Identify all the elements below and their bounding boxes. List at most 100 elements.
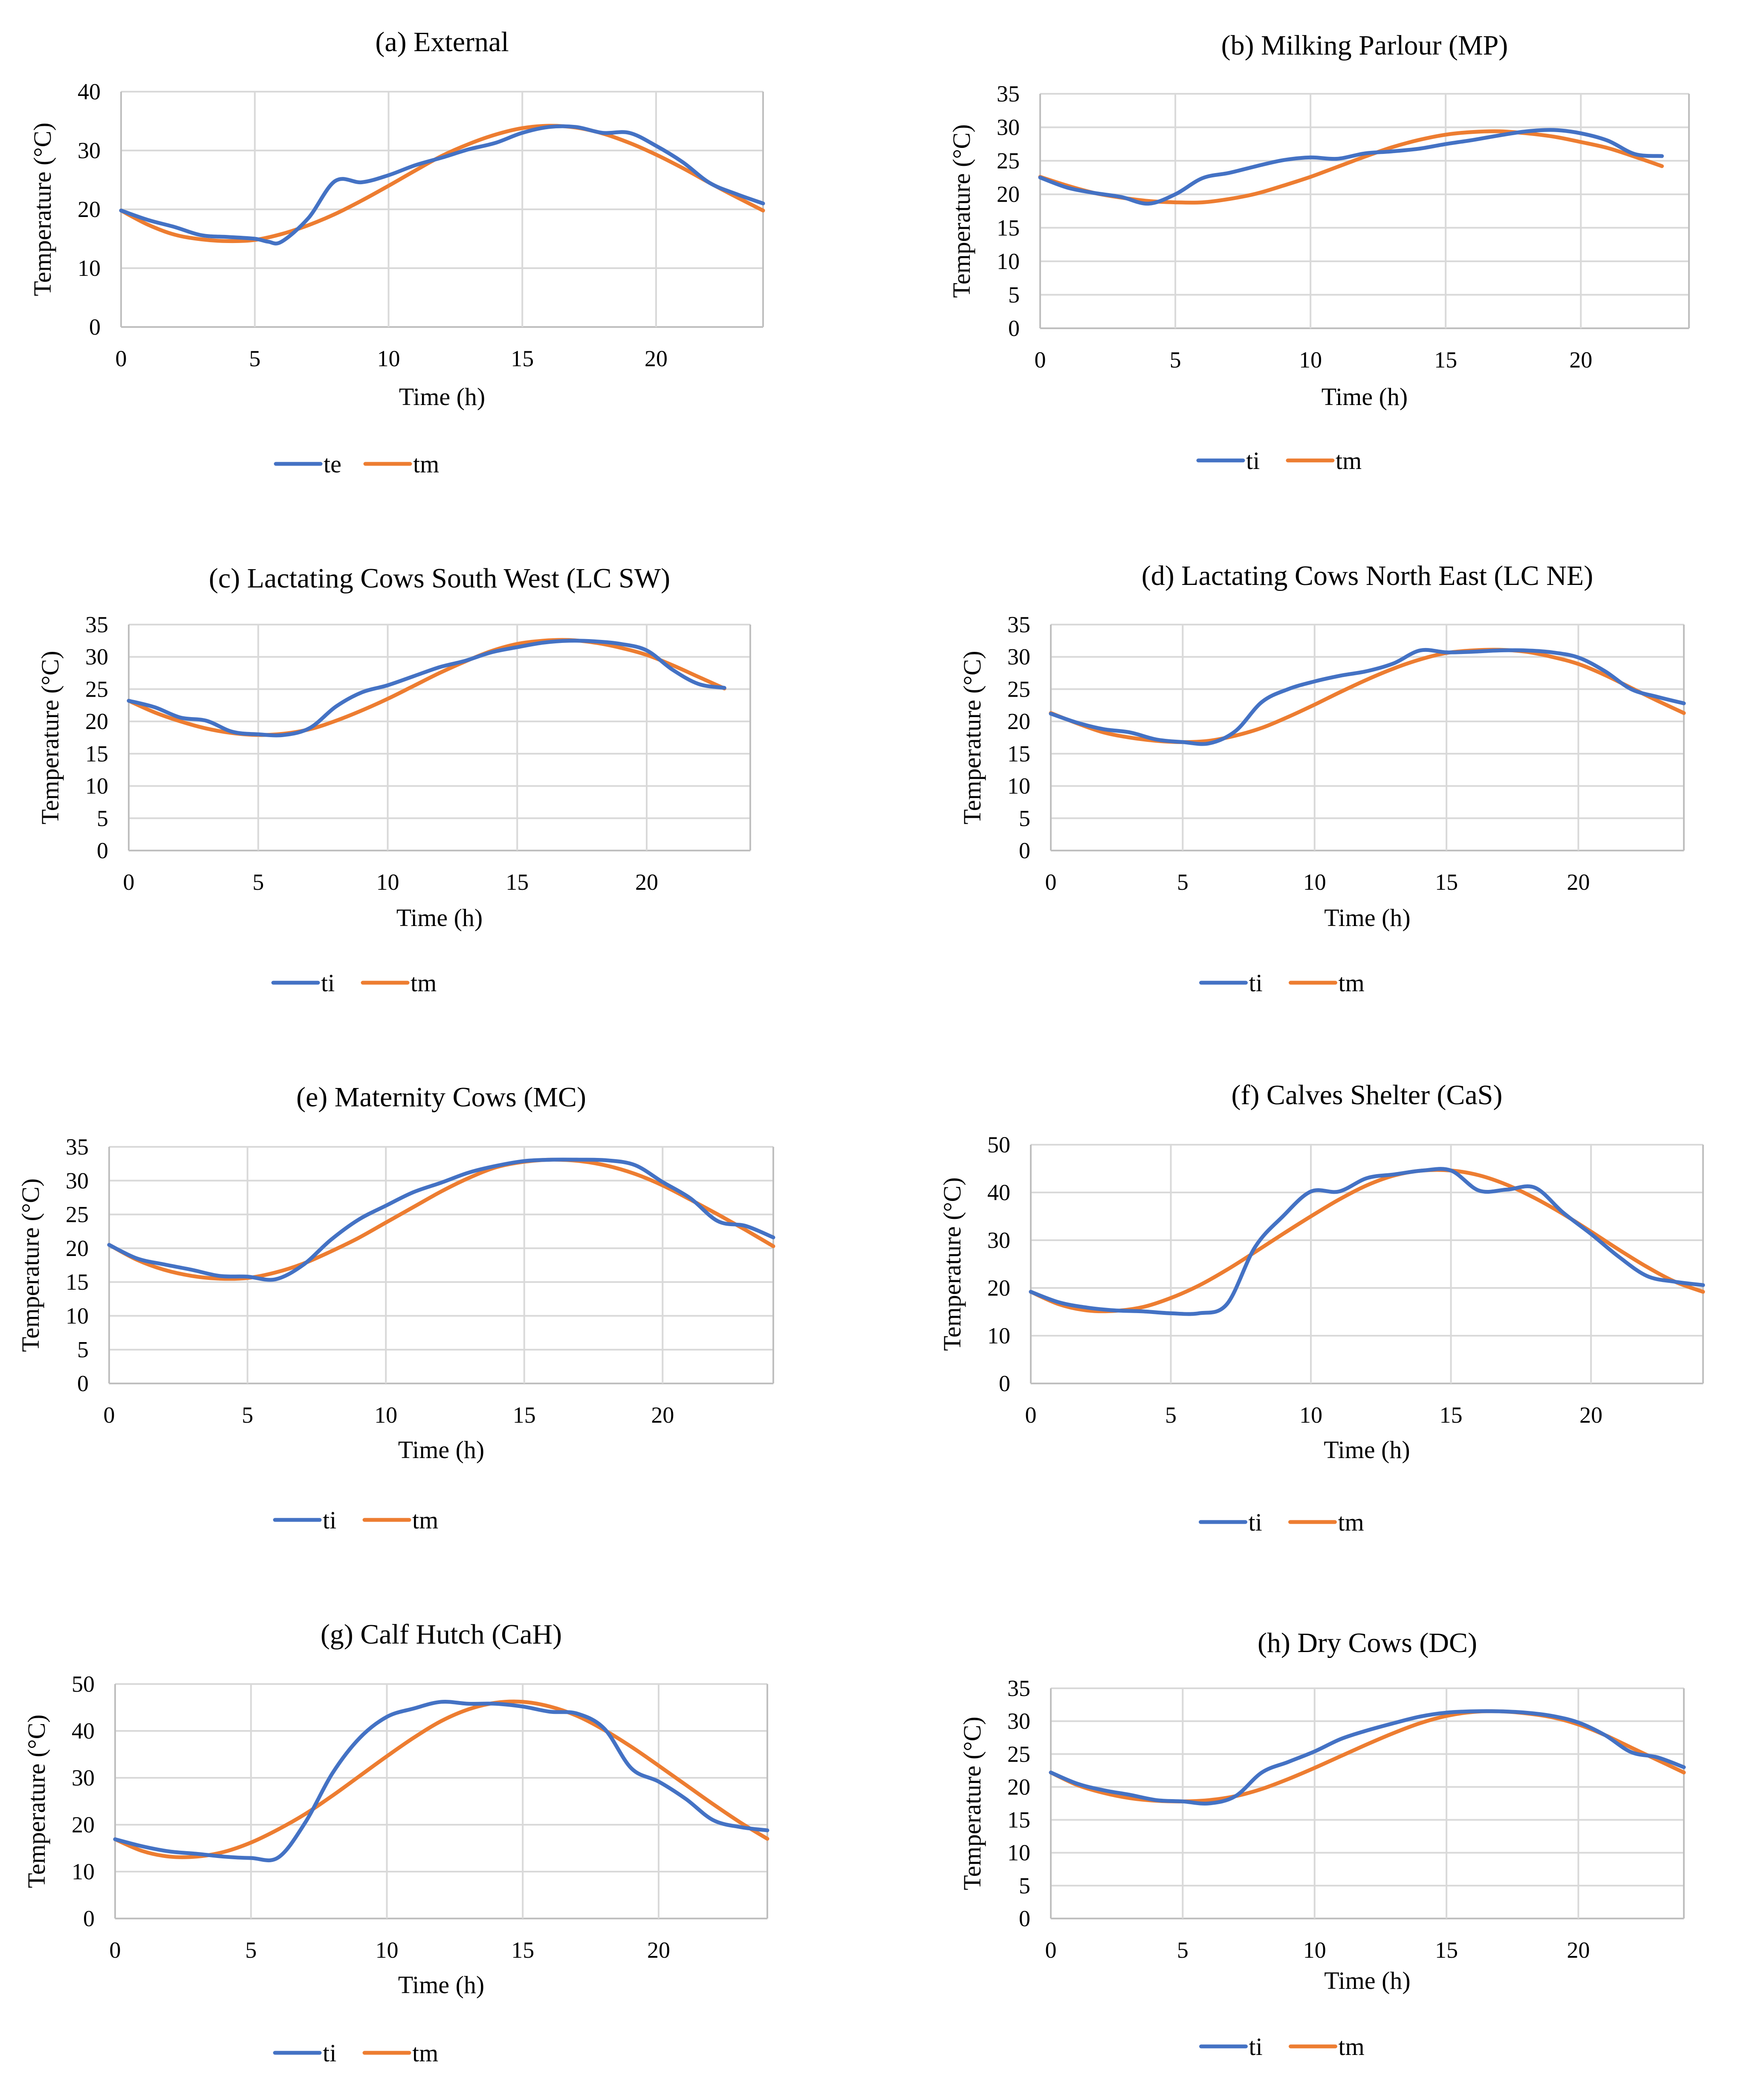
y-tick-label: 20 [85, 709, 108, 734]
legend-label-tm: tm [1339, 969, 1365, 997]
series-line-tm [107, 1158, 775, 1281]
y-tick-label: 15 [66, 1269, 89, 1295]
x-tick-label: 0 [1025, 1402, 1037, 1428]
series-line-tm [113, 1699, 769, 1859]
x-axis-label: Time (h) [398, 1436, 485, 1464]
x-axis-label: Time (h) [1324, 1436, 1410, 1464]
y-tick-label: 40 [987, 1180, 1010, 1205]
x-tick-label: 20 [651, 1402, 674, 1428]
y-tick-label: 20 [78, 197, 101, 222]
x-tick-label: 10 [376, 869, 399, 895]
y-tick-label: 30 [997, 115, 1020, 140]
legend-label-ti: ti [1246, 447, 1260, 475]
series-line-ti [1049, 648, 1686, 746]
x-tick-label: 5 [1177, 869, 1189, 895]
y-tick-label: 5 [77, 1337, 89, 1363]
x-tick-label: 20 [647, 1937, 670, 1963]
x-tick-label: 15 [513, 1402, 536, 1428]
legend-label-ti: ti [1249, 1508, 1262, 1536]
x-tick-label: 0 [116, 346, 127, 371]
x-tick-label: 10 [1303, 1937, 1326, 1963]
x-tick-label: 5 [1165, 1402, 1177, 1428]
x-tick-label: 0 [104, 1402, 115, 1428]
y-tick-label: 10 [1007, 1840, 1030, 1866]
y-tick-label: 15 [997, 215, 1020, 240]
y-axis-label: Temperature (°C) [36, 651, 64, 824]
chart-h: (h) Dry Cows (DC) 0 5 10 15 20 25 30 35 0 5 10 15 20 T… [958, 1627, 1686, 2060]
chart-title: (d) Lactating Cows North East (LC NE) [1142, 560, 1593, 591]
series-line-ti [1029, 1167, 1705, 1316]
series-line-ti [107, 1158, 775, 1282]
x-tick-label: 20 [1569, 347, 1592, 373]
y-tick-label: 20 [997, 182, 1020, 207]
series-line-ti [1049, 1709, 1686, 1806]
x-axis-label: Time (h) [398, 1971, 485, 1999]
y-tick-label: 25 [66, 1202, 89, 1227]
chart-title: (h) Dry Cows (DC) [1258, 1627, 1477, 1658]
y-tick-label: 0 [1019, 838, 1030, 863]
y-tick-label: 20 [72, 1812, 95, 1838]
chart-d: (d) Lactating Cows North East (LC NE) 0 5 1… [958, 560, 1686, 997]
y-axis-label: Temperature (°C) [29, 122, 56, 296]
x-tick-label: 0 [1045, 1937, 1057, 1963]
y-tick-label: 0 [77, 1371, 89, 1396]
legend-label-tm: tm [1336, 447, 1362, 475]
y-tick-label: 30 [1007, 644, 1030, 670]
x-tick-label: 0 [1035, 347, 1046, 373]
x-tick-label: 20 [635, 869, 658, 895]
x-tick-label: 15 [1435, 869, 1458, 895]
x-tick-label: 5 [245, 1937, 257, 1963]
y-tick-label: 10 [72, 1859, 95, 1884]
y-tick-label: 35 [1007, 1676, 1030, 1701]
x-tick-label: 20 [1567, 869, 1590, 895]
y-tick-label: 20 [66, 1236, 89, 1261]
chart-title: (c) Lactating Cows South West (LC SW) [209, 563, 670, 594]
y-axis-label: Temperature (°C) [17, 1178, 44, 1352]
y-tick-label: 30 [987, 1227, 1010, 1253]
y-tick-label: 20 [987, 1275, 1010, 1301]
y-tick-label: 0 [83, 1906, 95, 1931]
y-tick-label: 30 [78, 138, 101, 163]
chart-c: (c) Lactating Cows South West (LC SW) 0 5 1… [36, 563, 751, 997]
legend-label-tm: tm [413, 450, 439, 478]
y-tick-label: 50 [987, 1132, 1010, 1158]
y-tick-label: 35 [85, 612, 108, 637]
chart-title: (a) External [375, 26, 509, 58]
y-tick-label: 35 [1007, 612, 1030, 637]
y-tick-label: 5 [1008, 282, 1020, 307]
chart-b: (b) Milking Parlour (MP) 0 5 10 15 20 25 30 35 0 5… [948, 30, 1690, 475]
y-tick-label: 40 [72, 1718, 95, 1744]
x-tick-label: 5 [1177, 1937, 1189, 1963]
series-line-ti [1038, 128, 1664, 206]
x-tick-label: 10 [1299, 1402, 1322, 1428]
y-tick-label: 15 [1007, 741, 1030, 767]
x-tick-label: 20 [645, 346, 668, 371]
x-axis-label: Time (h) [1324, 1967, 1411, 1994]
x-tick-label: 15 [1435, 1937, 1458, 1963]
y-tick-label: 10 [987, 1323, 1010, 1349]
legend-label-ti: ti [323, 2039, 336, 2067]
y-tick-label: 30 [66, 1168, 89, 1193]
series-line-tm [1049, 1709, 1686, 1803]
x-tick-label: 0 [110, 1937, 121, 1963]
y-axis-label: Temperature (°C) [938, 1177, 966, 1351]
x-tick-label: 10 [377, 346, 400, 371]
y-tick-label: 10 [997, 249, 1020, 274]
y-tick-label: 0 [999, 1371, 1010, 1396]
x-axis-label: Time (h) [1324, 904, 1411, 932]
series-line-ti [113, 1699, 769, 1863]
x-tick-label: 0 [123, 869, 135, 895]
legend-label-tm: tm [1339, 2033, 1365, 2060]
x-tick-label: 10 [376, 1937, 399, 1963]
x-tick-label: 15 [1440, 1402, 1463, 1428]
chart-title: (g) Calf Hutch (CaH) [321, 1619, 562, 1650]
x-tick-label: 20 [1579, 1402, 1602, 1428]
legend-label-tm: tm [412, 2039, 438, 2067]
y-axis-label: Temperature (°C) [958, 1716, 986, 1890]
legend-label-tm: tm [411, 969, 437, 997]
y-tick-label: 20 [1007, 709, 1030, 734]
x-tick-label: 15 [511, 346, 534, 371]
y-tick-label: 15 [85, 741, 108, 767]
x-tick-label: 5 [249, 346, 260, 371]
